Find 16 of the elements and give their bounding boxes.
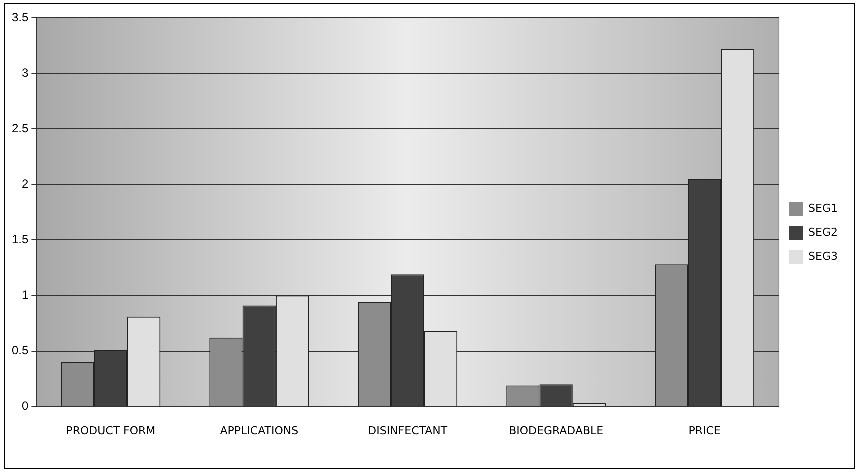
y-tick-label: 3 [22,66,29,80]
legend-label: SEG1 [808,202,838,215]
x-tick-label: PRICE [688,424,721,438]
y-tick-label: 1 [22,288,29,302]
y-tick-label: 1.5 [12,232,29,246]
x-tick-label: APPLICATIONS [220,424,299,438]
y-tick-label: 3.5 [12,10,29,24]
y-tick-label: 0 [22,399,29,414]
y-tick-label: 2.5 [12,121,29,136]
legend-label: SEG2 [808,226,838,239]
legend-label: SEG3 [808,250,838,263]
y-tick-label: 0.5 [12,344,29,358]
x-tick-label: DISINFECTANT [368,424,448,438]
x-tick-label: BIODEGRADABLE [509,424,604,438]
x-tick-label: PRODUCT FORM [66,424,156,438]
y-tick-label: 2 [22,176,29,191]
